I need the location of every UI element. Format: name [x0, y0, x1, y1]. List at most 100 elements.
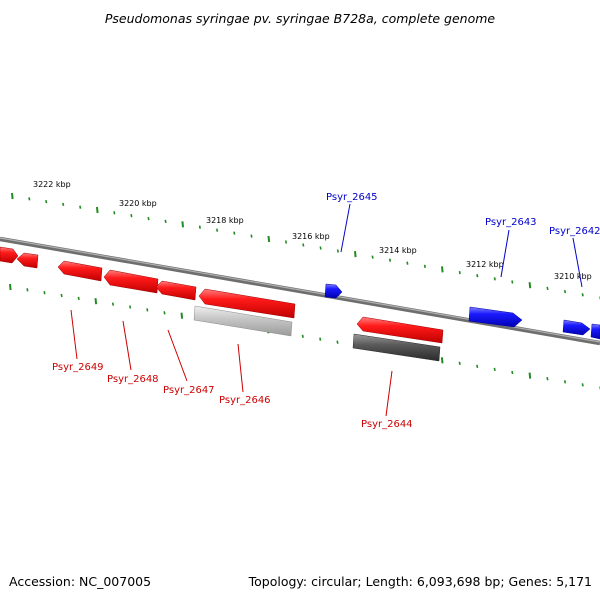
- inner-scale-major-tick: [440, 357, 444, 364]
- inner-scale-minor-tick: [60, 293, 63, 298]
- inner-scale-minor-tick: [301, 334, 304, 338]
- feature-bar-light[interactable]: [193, 305, 293, 337]
- outer-scale-minor-tick: [164, 219, 167, 224]
- outer-scale-minor-tick: [546, 286, 549, 291]
- outer-scale-major-tick: [11, 192, 14, 200]
- inner-scale-minor-tick: [336, 340, 339, 344]
- scale-label-3220: 3220 kbp: [119, 199, 157, 208]
- inner-scale-minor-tick: [563, 380, 567, 384]
- outer-scale-major-tick: [528, 282, 532, 289]
- gene-arrow-right-edge[interactable]: [590, 323, 600, 340]
- scale-label-3216: 3216 kbp: [292, 232, 330, 241]
- inner-scale-minor-tick: [511, 370, 514, 375]
- outer-scale-minor-tick: [284, 240, 288, 244]
- outer-scale-minor-tick: [79, 205, 82, 209]
- feature-bar-dark[interactable]: [352, 333, 441, 362]
- leader-psyr-2647: [167, 329, 188, 382]
- gene-arrow-psyr-2643[interactable]: [468, 306, 523, 328]
- outer-scale-minor-tick: [476, 274, 479, 278]
- inner-scale-minor-tick: [319, 337, 322, 341]
- gene-arrow-psyr-2649[interactable]: [57, 260, 103, 282]
- inner-scale-minor-tick: [43, 291, 46, 295]
- scale-ticks-inner: [9, 283, 600, 390]
- outer-scale-minor-tick: [45, 199, 48, 204]
- inner-scale-major-tick: [180, 312, 184, 319]
- outer-scale-minor-tick: [250, 234, 253, 238]
- gene-arrow-psyr-2648[interactable]: [103, 269, 159, 294]
- scale-label-3218: 3218 kbp: [206, 216, 244, 225]
- outer-scale-minor-tick: [458, 270, 461, 275]
- leader-psyr-2644: [385, 370, 393, 417]
- inner-scale-major-tick: [94, 298, 98, 305]
- gene-arrow-psyr-2644[interactable]: [356, 316, 444, 344]
- outer-scale-minor-tick: [198, 225, 201, 229]
- inner-scale-minor-tick: [163, 311, 166, 315]
- inner-scale-minor-tick: [493, 367, 496, 372]
- outer-scale-minor-tick: [233, 231, 236, 235]
- outer-scale-minor-tick: [302, 243, 305, 247]
- scale-ticks-outer: [11, 192, 600, 300]
- outer-scale-minor-tick: [130, 214, 133, 218]
- gene-arrow-psyr-2642[interactable]: [562, 319, 591, 336]
- gene-label-psyr-2648[interactable]: Psyr_2648: [107, 374, 159, 385]
- outer-scale-minor-tick: [28, 197, 31, 201]
- inner-scale-minor-tick: [129, 305, 132, 309]
- leader-psyr-2643: [500, 229, 510, 278]
- outer-scale-minor-tick: [563, 289, 567, 294]
- inner-scale-minor-tick: [476, 364, 479, 369]
- gene-arrow-left-edge[interactable]: [0, 246, 19, 264]
- inner-scale-minor-tick: [77, 296, 80, 301]
- outer-scale-minor-tick: [147, 216, 150, 221]
- leader-psyr-2645: [340, 203, 351, 253]
- inner-scale-minor-tick: [26, 288, 29, 292]
- map-title: Pseudomonas syringae pv. syringae B728a,…: [105, 11, 496, 26]
- accession-text: Accession: NC_007005: [9, 574, 151, 589]
- scale-label-3212: 3212 kbp: [466, 260, 504, 269]
- outer-scale-minor-tick: [336, 249, 339, 253]
- scale-label-3214: 3214 kbp: [379, 246, 417, 255]
- inner-scale-minor-tick: [111, 302, 115, 306]
- gene-label-psyr-2649[interactable]: Psyr_2649: [52, 362, 104, 373]
- outer-scale-minor-tick: [62, 202, 65, 207]
- gene-label-psyr-2644[interactable]: Psyr_2644: [361, 419, 413, 430]
- outer-scale-minor-tick: [319, 246, 322, 250]
- outer-scale-major-tick: [441, 266, 444, 273]
- leader-psyr-2649: [70, 309, 78, 360]
- outer-scale-minor-tick: [511, 280, 514, 284]
- outer-scale-major-tick: [354, 251, 357, 258]
- gene-label-psyr-2647[interactable]: Psyr_2647: [163, 385, 215, 396]
- gene-arrow-psyr-2646[interactable]: [198, 288, 296, 319]
- scale-label-3222: 3222 kbp: [33, 180, 71, 189]
- gene-label-psyr-2646[interactable]: Psyr_2646: [219, 395, 271, 406]
- inner-scale-minor-tick: [546, 377, 549, 381]
- genome-summary-text: Topology: circular; Length: 6,093,698 bp…: [248, 574, 592, 589]
- gene-arrow-psyr-2645[interactable]: [324, 283, 343, 299]
- outer-scale-minor-tick: [406, 261, 409, 265]
- gene-arrow-small[interactable]: [16, 252, 39, 269]
- outer-scale-major-tick: [181, 221, 184, 228]
- gene-label-psyr-2645[interactable]: Psyr_2645: [326, 192, 378, 203]
- scale-label-3210: 3210 kbp: [554, 272, 592, 281]
- leader-psyr-2648: [122, 320, 132, 371]
- genome-backbone: [0, 236, 600, 346]
- gene-label-psyr-2642[interactable]: Psyr_2642: [549, 226, 600, 237]
- outer-scale-major-tick: [267, 235, 271, 243]
- outer-scale-minor-tick: [581, 293, 584, 297]
- gene-label-psyr-2643[interactable]: Psyr_2643: [485, 217, 537, 228]
- outer-scale-minor-tick: [371, 255, 374, 259]
- leader-psyr-2642: [572, 237, 583, 288]
- outer-scale-minor-tick: [388, 258, 392, 262]
- inner-scale-minor-tick: [458, 361, 461, 365]
- inner-scale-major-tick: [9, 283, 12, 291]
- outer-scale-minor-tick: [216, 228, 219, 232]
- genome-backbone-highlight: [0, 237, 600, 343]
- outer-scale-major-tick: [96, 206, 99, 214]
- inner-scale-major-tick: [528, 372, 532, 379]
- leader-psyr-2646: [237, 343, 244, 393]
- outer-scale-minor-tick: [113, 211, 116, 215]
- inner-scale-minor-tick: [581, 383, 584, 387]
- gene-arrow-psyr-2647[interactable]: [155, 280, 197, 301]
- outer-scale-minor-tick: [423, 264, 426, 268]
- inner-scale-minor-tick: [146, 308, 149, 312]
